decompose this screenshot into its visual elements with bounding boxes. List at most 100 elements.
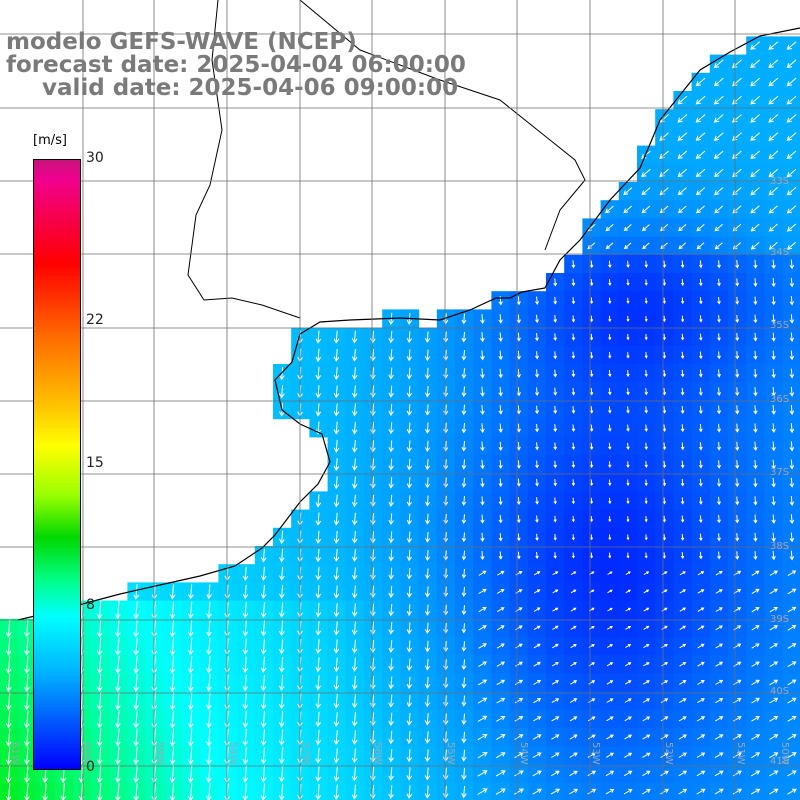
wind-arrow: [461, 623, 467, 634]
wind-arrow: [333, 476, 340, 490]
wind-arrow: [115, 746, 121, 765]
wind-arrow: [260, 566, 267, 581]
wind-arrow: [789, 477, 795, 488]
wind-arrow: [789, 459, 795, 470]
wind-arrow: [496, 643, 505, 649]
wind-arrow: [370, 766, 376, 782]
wind-arrow: [534, 405, 540, 415]
wind-arrow: [260, 692, 267, 710]
wind-arrow: [496, 697, 506, 704]
wind-arrow: [406, 549, 413, 562]
wind-arrow: [625, 607, 632, 612]
wind-arrow: [515, 625, 523, 631]
wind-arrow: [333, 657, 340, 672]
wind-arrow: [406, 785, 413, 799]
wind-arrow: [735, 314, 740, 323]
wind-arrow: [351, 421, 358, 435]
wind-arrow: [753, 423, 758, 433]
wind-arrow: [461, 677, 467, 689]
longitude-label: 52W: [663, 742, 674, 765]
wind-arrow: [644, 515, 648, 523]
wind-arrow: [608, 479, 612, 487]
wind-arrow: [424, 676, 431, 689]
wind-arrow: [717, 551, 721, 560]
longitude-label: 55W: [445, 742, 456, 765]
colorbar-tick-label: 22: [86, 312, 104, 329]
wind-arrow: [406, 586, 413, 598]
longitude-label: 50W: [779, 742, 790, 765]
wind-arrow: [133, 692, 139, 711]
wind-arrow: [187, 601, 194, 619]
wind-arrow: [680, 351, 685, 359]
wind-arrow: [570, 607, 577, 612]
wind-arrow: [680, 460, 685, 469]
wind-arrow: [677, 168, 688, 178]
wind-arrow: [406, 513, 413, 525]
wind-arrow: [242, 692, 249, 710]
wind-arrow: [480, 496, 485, 506]
wind-arrow: [679, 607, 687, 612]
wind-arrow: [461, 695, 467, 707]
wind-arrow: [424, 331, 431, 343]
wind-arrow: [279, 530, 285, 545]
wind-arrow: [680, 315, 685, 323]
wind-arrow: [786, 41, 797, 50]
wind-arrow: [750, 114, 761, 123]
wind-arrow: [662, 460, 667, 469]
wind-arrow: [714, 788, 724, 795]
wind-arrow: [732, 788, 743, 795]
wind-arrow: [424, 695, 431, 708]
wind-arrow: [680, 260, 685, 269]
wind-arrow: [731, 95, 742, 105]
wind-arrow: [644, 534, 648, 541]
wind-arrow: [477, 770, 488, 777]
wind-arrow: [532, 716, 542, 722]
wind-arrow: [535, 533, 539, 541]
wind-arrow: [608, 516, 612, 523]
border-path: [299, 0, 586, 251]
wind-arrow: [478, 661, 488, 668]
wind-arrow: [608, 279, 612, 286]
wind-arrow: [496, 679, 506, 686]
wind-arrow: [571, 424, 576, 432]
wind-arrow: [133, 710, 139, 729]
wind-arrow: [786, 132, 797, 141]
wind-arrow: [715, 679, 724, 685]
wind-arrow: [515, 661, 523, 667]
wind-arrow: [115, 764, 121, 784]
wind-arrow: [751, 697, 760, 704]
wind-arrow: [680, 442, 685, 451]
wind-arrow: [443, 622, 449, 634]
wind-arrow: [242, 638, 249, 655]
wind-arrow: [533, 571, 541, 576]
wind-arrow: [644, 315, 648, 323]
wind-arrow: [571, 442, 576, 451]
wind-arrow: [571, 315, 576, 323]
wind-arrow: [751, 643, 760, 649]
wind-arrow: [370, 476, 376, 489]
wind-arrow: [551, 752, 560, 758]
wind-arrow: [552, 643, 559, 649]
wind-arrow: [753, 332, 758, 342]
wind-arrow: [351, 494, 358, 508]
wind-arrow: [753, 259, 758, 269]
wind-arrow: [424, 458, 431, 471]
wind-arrow: [424, 622, 431, 635]
wind-arrow: [424, 385, 431, 398]
wind-arrow: [608, 297, 612, 304]
wind-arrow: [677, 132, 688, 141]
wind-arrow: [677, 187, 687, 196]
wind-arrow: [552, 625, 559, 630]
wind-arrow: [351, 476, 358, 490]
wind-arrow: [789, 404, 795, 416]
longitude-label: 57W: [300, 742, 311, 765]
wind-arrow: [771, 259, 776, 270]
wind-arrow: [608, 497, 612, 505]
wind-arrow: [768, 150, 779, 160]
wind-arrow: [662, 333, 666, 341]
longitude-label: 61W: [9, 742, 20, 765]
wind-arrow: [751, 625, 760, 631]
wind-arrow: [733, 716, 742, 722]
wind-arrow: [714, 223, 723, 232]
wind-arrow: [750, 770, 761, 777]
